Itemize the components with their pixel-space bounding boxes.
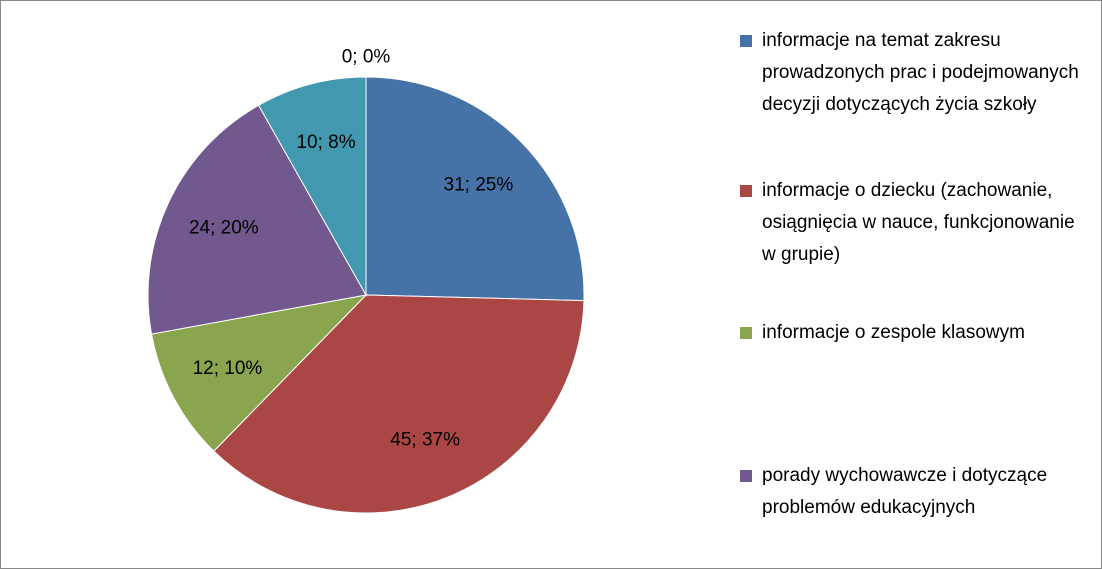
pie-slice	[147, 104, 367, 335]
legend-item: informacje o zespole klasowym	[740, 317, 1085, 349]
data-label: 0; 0%	[342, 46, 391, 67]
legend-swatch	[740, 470, 752, 482]
data-label: 45; 37%	[390, 429, 460, 450]
data-label: 31; 25%	[444, 174, 514, 195]
data-label: 24; 20%	[189, 217, 259, 238]
legend-label: informacje o zespole klasowym	[762, 322, 1025, 343]
pie-slice	[213, 294, 585, 514]
pie-slice	[150, 294, 368, 452]
legend-item: informacje o dziecku (zachowanie, osiągn…	[740, 175, 1085, 271]
legend-swatch	[740, 327, 752, 339]
legend-swatch	[740, 185, 752, 197]
legend-item: porady wychowawcze i dotyczące problemów…	[740, 460, 1085, 524]
pie-slice	[365, 76, 585, 302]
legend-label: informacje na temat zakresu prowadzonych…	[762, 30, 1079, 115]
data-label: 10; 8%	[296, 132, 355, 153]
legend-label: informacje o dziecku (zachowanie, osiągn…	[762, 180, 1075, 265]
legend-item: informacje na temat zakresu prowadzonych…	[740, 25, 1085, 121]
data-label: 12; 10%	[193, 358, 263, 379]
pie-slice	[257, 76, 367, 297]
legend-swatch	[740, 35, 752, 47]
legend-label: porady wychowawcze i dotyczące problemów…	[762, 465, 1048, 518]
